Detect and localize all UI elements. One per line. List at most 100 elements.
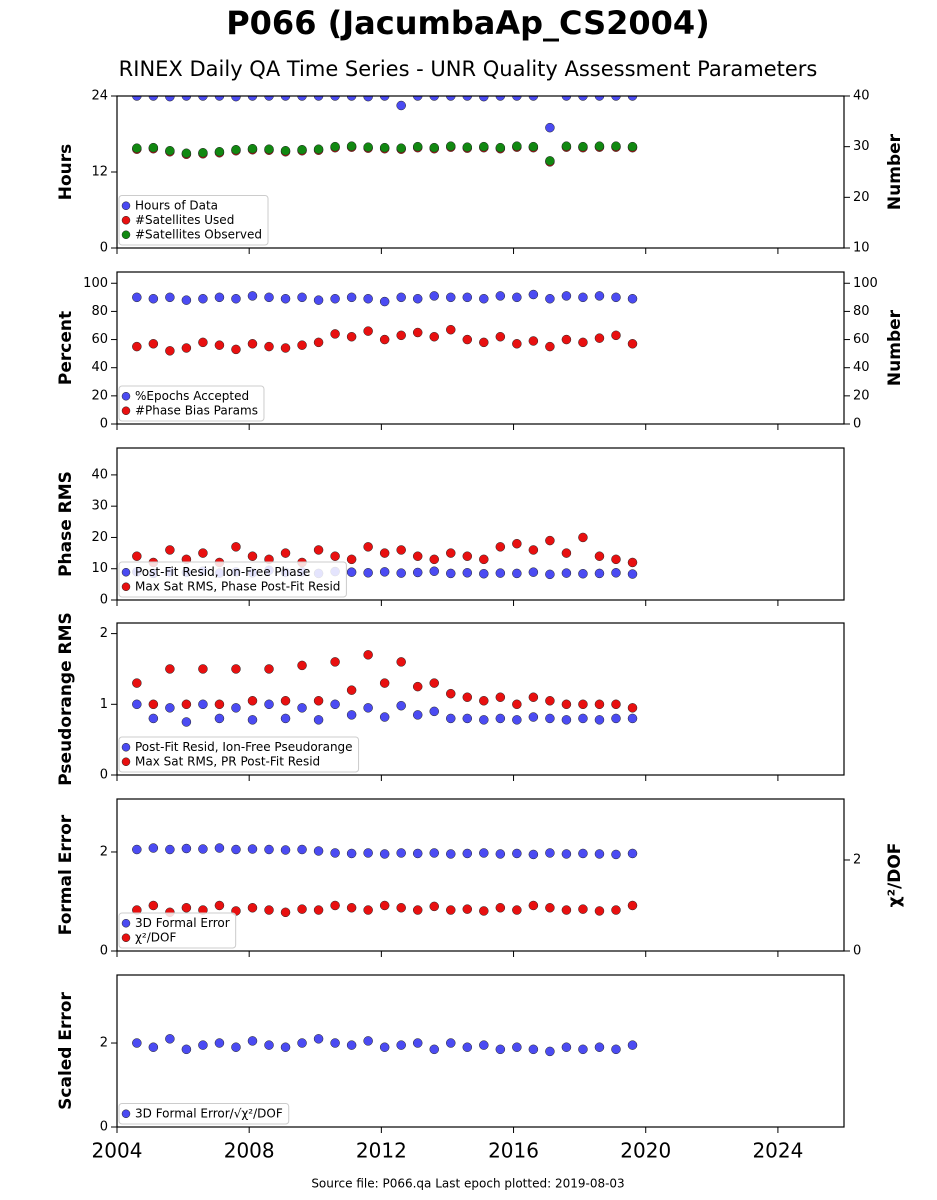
- point: [627, 713, 638, 724]
- point: [280, 907, 291, 918]
- point: [198, 337, 208, 348]
- point: [247, 551, 258, 561]
- x-tick-label: 2012: [356, 1139, 407, 1163]
- frame: [116, 622, 845, 776]
- point: [495, 849, 506, 859]
- point: [363, 703, 373, 713]
- point: [446, 141, 456, 151]
- plot-area: [132, 650, 638, 727]
- point: [611, 141, 621, 151]
- point: [545, 535, 555, 546]
- point: [578, 96, 588, 101]
- point: [528, 545, 539, 555]
- point: [363, 650, 373, 660]
- point: [594, 333, 605, 343]
- point: [247, 339, 258, 349]
- point: [561, 141, 572, 151]
- y-tick-label: 80: [91, 304, 108, 319]
- point: [412, 327, 423, 338]
- legend-marker: [121, 757, 131, 766]
- legend-marker: [121, 392, 131, 401]
- point: [412, 567, 423, 578]
- figure-title: P066 (JacumbaAp_CS2004): [226, 4, 710, 42]
- legend-label: Post-Fit Resid, Ion-Free Phase: [135, 565, 310, 579]
- point: [479, 337, 489, 348]
- point: [165, 844, 175, 855]
- point: [330, 141, 340, 152]
- legend-box: [118, 736, 360, 773]
- point: [396, 700, 406, 711]
- point: [627, 900, 638, 911]
- point: [495, 542, 506, 552]
- point: [611, 568, 621, 578]
- point: [313, 295, 324, 305]
- point: [132, 551, 142, 561]
- legend-label: 3D Formal Error/√χ²/DOF: [135, 1106, 283, 1120]
- point: [379, 548, 390, 558]
- point: [181, 96, 192, 101]
- point: [330, 551, 340, 561]
- point: [545, 569, 555, 580]
- figure-subtitle: RINEX Daily QA Time Series - UNR Quality…: [119, 57, 818, 81]
- point: [132, 292, 142, 303]
- point: [627, 293, 638, 304]
- y2-axis-label: Number: [885, 133, 905, 210]
- point: [512, 699, 522, 710]
- point: [297, 144, 307, 155]
- point: [578, 848, 588, 859]
- point: [462, 568, 473, 578]
- point: [512, 905, 522, 915]
- point: [231, 96, 241, 102]
- point: [379, 567, 390, 577]
- point: [280, 343, 291, 353]
- point: [561, 568, 572, 578]
- point: [561, 334, 572, 345]
- legend-marker: [121, 933, 131, 942]
- point: [611, 699, 621, 710]
- point: [446, 905, 456, 915]
- point: [561, 905, 572, 915]
- point: [594, 551, 605, 561]
- point: [594, 291, 605, 301]
- y-tick-label: 60: [91, 332, 108, 347]
- point: [181, 699, 192, 710]
- legend-label: Max Sat RMS, Phase Post-Fit Resid: [135, 579, 340, 593]
- point: [479, 848, 489, 858]
- y2-tick-label: 20: [853, 388, 870, 403]
- point: [594, 906, 605, 916]
- point: [264, 341, 274, 352]
- y-tick-label: 20: [91, 388, 108, 403]
- legend-marker: [121, 230, 131, 239]
- point: [198, 664, 208, 674]
- y-axis-label: Phase RMS: [56, 471, 76, 577]
- point: [396, 100, 406, 111]
- point: [545, 713, 555, 724]
- point: [594, 1042, 605, 1052]
- y-axis-label: Pseudorange RMS: [56, 612, 76, 786]
- point: [148, 142, 159, 153]
- y-axis-label: Hours: [56, 144, 76, 201]
- point: [446, 292, 456, 303]
- point: [462, 96, 473, 101]
- point: [462, 904, 473, 914]
- point: [396, 657, 406, 667]
- point: [495, 1044, 506, 1055]
- point: [512, 292, 522, 303]
- point: [330, 657, 340, 667]
- point: [280, 145, 291, 156]
- point: [198, 844, 208, 854]
- point: [346, 141, 357, 151]
- point: [446, 849, 456, 859]
- point: [363, 568, 373, 578]
- point: [231, 844, 241, 855]
- point: [495, 903, 506, 913]
- y2-tick-label: 0: [853, 417, 861, 432]
- point: [611, 96, 621, 101]
- point: [313, 545, 324, 555]
- legend-label: Post-Fit Resid, Ion-Free Pseudorange: [135, 740, 353, 754]
- point: [561, 849, 572, 859]
- point: [578, 532, 588, 543]
- point: [148, 713, 159, 724]
- y-axis-label: Formal Error: [56, 814, 76, 935]
- point: [330, 848, 340, 858]
